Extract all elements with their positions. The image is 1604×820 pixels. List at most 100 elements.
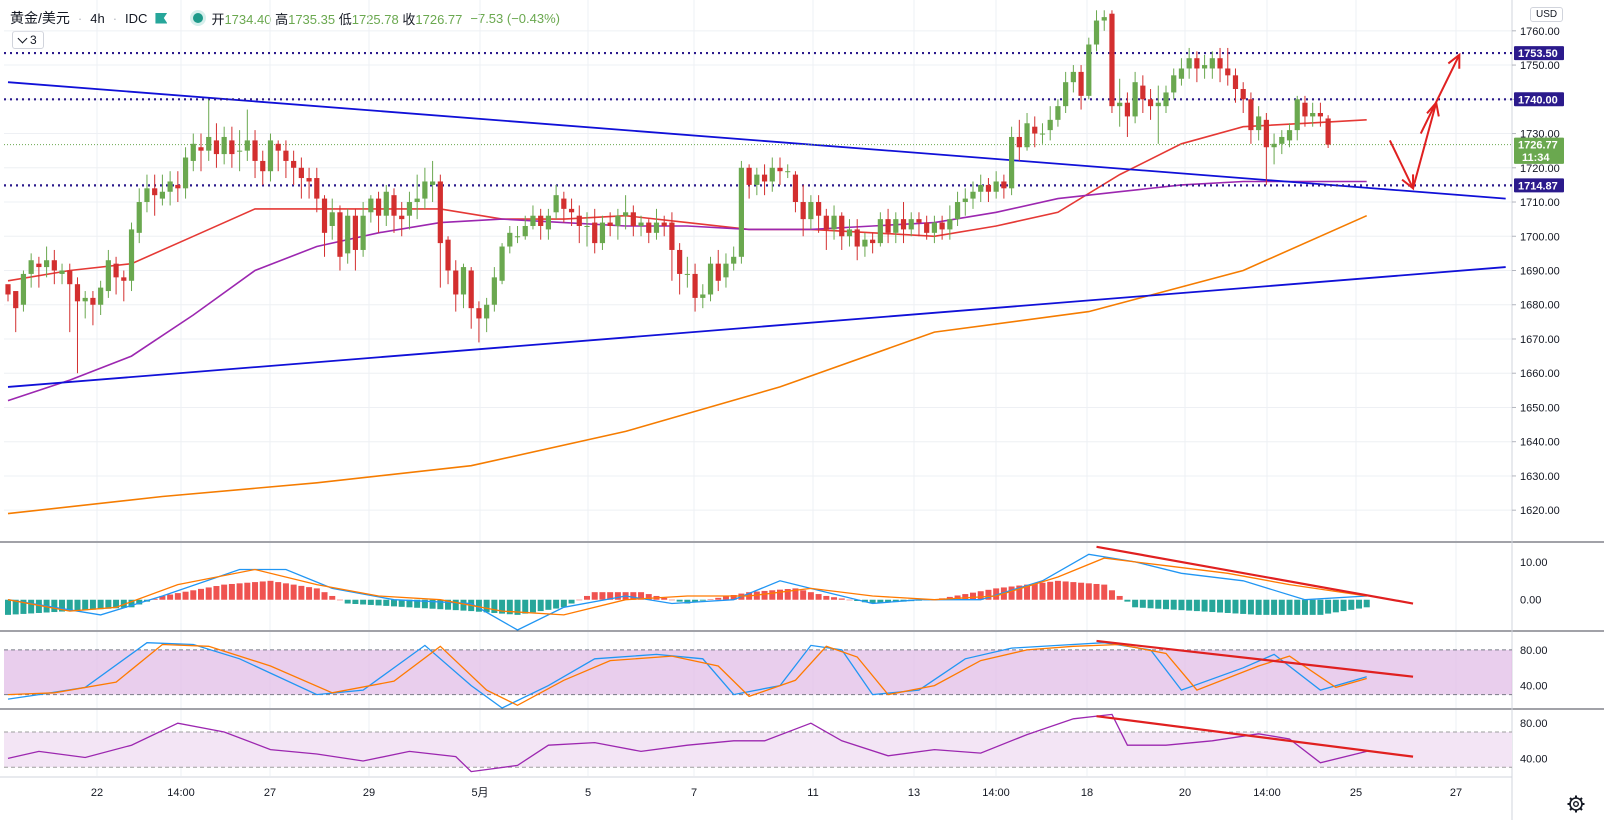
macd-histogram-bar (807, 592, 814, 600)
candle-body (484, 304, 490, 319)
candle-body (1225, 68, 1231, 76)
candle-body (785, 171, 791, 173)
macd-histogram-bar (1139, 599, 1146, 608)
macd-histogram-bar (522, 599, 529, 614)
price-tick-label: 1680.00 (1520, 300, 1560, 312)
candle-body (422, 181, 428, 199)
candle-body (406, 202, 413, 216)
time-tick-label: 14:00 (1253, 787, 1281, 799)
symbol-name[interactable]: 黄金/美元 (10, 10, 70, 26)
macd-histogram-bar (1116, 595, 1123, 600)
macd-histogram-bar (1255, 599, 1262, 615)
macd-histogram-bar (105, 599, 112, 609)
time-tick-label: 14:00 (982, 787, 1010, 799)
macd-histogram-bar (638, 592, 645, 600)
macd-histogram-bar (630, 592, 637, 600)
price-tick-label: 1710.00 (1520, 197, 1560, 209)
time-tick-label: 18 (1081, 787, 1093, 799)
macd-histogram-bar (1286, 599, 1293, 615)
candle-body (1078, 71, 1084, 96)
macd-histogram-bar (692, 599, 699, 603)
candle-body (321, 198, 328, 233)
candle-body (468, 270, 474, 309)
candle-body (1302, 102, 1308, 117)
macd-histogram-bar (1008, 586, 1015, 600)
macd-histogram-bar (74, 599, 81, 611)
stoch-tick-label: 80.00 (1520, 645, 1548, 657)
candle-body (5, 284, 11, 295)
candle-body (1039, 133, 1046, 135)
symbol-legend: 黄金/美元 · 4h · IDC 开1734.40 高1735.35 低1725… (10, 8, 560, 28)
candle-body (1009, 136, 1015, 189)
candle-body (206, 136, 212, 151)
macd-histogram-bar (460, 599, 467, 611)
macd-histogram-bar (182, 591, 189, 600)
macd-histogram-bar (676, 599, 683, 602)
candle-body (337, 212, 343, 257)
candle-body (916, 219, 922, 223)
macd-histogram-bar (267, 580, 274, 600)
candle-body (1093, 20, 1100, 45)
candle-body (777, 167, 783, 172)
candle-body (1163, 92, 1169, 107)
candle-body (538, 215, 544, 226)
candle-body (900, 219, 907, 230)
macd-histogram-bar (514, 599, 521, 615)
candle-body (20, 273, 27, 305)
time-tick-label: 25 (1350, 787, 1362, 799)
price-tick-label: 1730.00 (1520, 129, 1560, 141)
macd-histogram-bar (35, 599, 42, 613)
rsi-tick-label: 80.00 (1520, 718, 1548, 730)
macd-histogram-bar (1232, 599, 1239, 614)
candle-body (1016, 136, 1022, 148)
candle-body (499, 246, 505, 281)
stoch-tick-label: 40.00 (1520, 681, 1548, 693)
close-value: 1726.77 (415, 11, 463, 27)
candle-body (98, 287, 104, 305)
macd-histogram-bar (321, 592, 328, 600)
candle-body (190, 143, 196, 161)
candle-body (615, 215, 621, 226)
macd-histogram-bar (892, 599, 899, 603)
candle-body (244, 140, 250, 151)
candle-body (437, 181, 443, 244)
candle-body (576, 215, 582, 226)
candle-body (44, 260, 50, 268)
macd-histogram-bar (336, 599, 343, 601)
macd-histogram-bar (190, 590, 197, 600)
time-tick-label: 11 (807, 787, 818, 799)
macd-histogram-bar (962, 594, 969, 600)
macd-histogram-bar (445, 599, 452, 610)
macd-histogram-bar (831, 597, 838, 600)
candle-body (13, 291, 19, 309)
macd-histogram-bar (151, 598, 158, 600)
candle-body (1070, 71, 1076, 83)
flag-icon[interactable] (155, 12, 168, 24)
candle-body (1155, 102, 1161, 107)
separator: · (112, 10, 118, 26)
stoch-d-line (7, 643, 1367, 707)
macd-histogram-bar (159, 595, 166, 600)
candle-body (731, 256, 737, 264)
candle-body (607, 222, 613, 226)
macd-histogram-bar (97, 599, 104, 610)
candle-body (1047, 119, 1053, 131)
gear-icon[interactable] (1566, 794, 1586, 814)
indicators-collapse-button[interactable]: 3 (12, 31, 44, 49)
candle-body (792, 174, 799, 203)
macd-histogram-bar (12, 599, 19, 615)
time-tick-label: 13 (908, 787, 920, 799)
macd-histogram-bar (221, 584, 228, 600)
macd-histogram-bar (1070, 582, 1077, 600)
candle-body (237, 150, 243, 152)
rsi-line (7, 713, 1367, 773)
candle-body (306, 178, 312, 182)
candle-body (507, 232, 513, 247)
candle-body (561, 198, 567, 209)
candle-body (530, 215, 536, 226)
macd-histogram-bar (1247, 599, 1254, 615)
currency-button[interactable]: USD (1530, 7, 1564, 22)
price-tick-label: 1660.00 (1520, 368, 1560, 380)
candle-body (360, 215, 366, 250)
